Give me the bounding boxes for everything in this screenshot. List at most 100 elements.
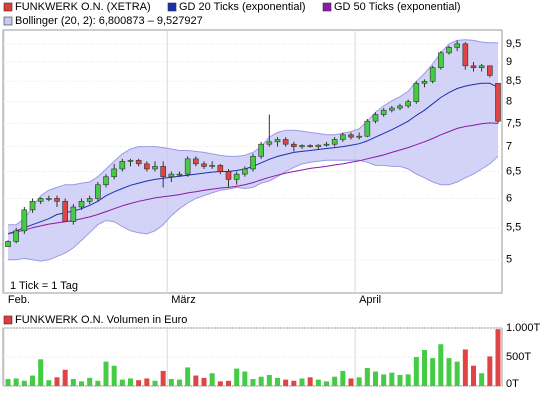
volume-bar	[177, 379, 182, 386]
volume-bar	[283, 379, 289, 386]
y-tick-label: 500T	[506, 351, 531, 363]
volume-bar	[95, 380, 101, 386]
candle-body	[168, 173, 175, 178]
candle-body	[348, 134, 354, 138]
y-tick-label: 8	[506, 96, 512, 108]
volume-bar	[152, 380, 158, 386]
candle-body	[323, 143, 330, 146]
volume-bar	[471, 365, 476, 386]
volume-bar	[462, 349, 468, 386]
candle-body	[250, 156, 256, 170]
volume-bar	[234, 368, 240, 386]
candle-body	[421, 80, 428, 84]
volume-bar	[242, 371, 248, 386]
candle-body	[266, 141, 273, 145]
candle-body	[364, 120, 371, 137]
candle-body	[274, 139, 281, 143]
volume-bar	[128, 378, 133, 386]
candle-body	[70, 206, 77, 222]
candle-body	[95, 184, 101, 199]
volume-bar	[70, 379, 76, 386]
legend-label: Bollinger (20, 2): 6,800873 – 9,527927	[15, 15, 203, 27]
candle-body	[446, 47, 452, 54]
candle-body	[478, 65, 485, 69]
candle-body	[119, 161, 126, 170]
candle-body	[282, 139, 289, 145]
volume-bar	[87, 377, 93, 386]
volume-bar	[430, 358, 436, 386]
candle-body	[62, 200, 68, 222]
volume-bar	[193, 375, 199, 386]
volume-bar	[119, 379, 125, 386]
candle-body	[193, 158, 199, 165]
volume-bar	[201, 377, 207, 386]
candle-body	[135, 160, 142, 165]
volume-bar	[168, 379, 174, 386]
candle-body	[78, 200, 85, 208]
legend-swatch	[322, 2, 332, 12]
volume-bar	[495, 329, 501, 386]
volume-bar	[209, 373, 215, 386]
candle-body	[184, 158, 191, 175]
volume-bar	[381, 374, 387, 386]
volume-bar	[389, 372, 395, 386]
x-tick-label: März	[171, 294, 195, 306]
volume-bar	[217, 381, 223, 386]
bollinger-line	[8, 156, 499, 262]
volume-bar	[21, 380, 27, 386]
candle-body	[470, 65, 477, 69]
volume-bar	[364, 368, 370, 386]
volume-bar	[405, 374, 411, 386]
volume-bar	[144, 378, 150, 386]
candle-body	[389, 107, 395, 111]
candle-body	[405, 101, 411, 107]
candle-body	[429, 67, 436, 82]
y-tick-label: 7	[506, 141, 512, 153]
volume-bar	[38, 359, 44, 386]
volume-bar	[340, 370, 346, 386]
x-tick-label: April	[359, 294, 381, 306]
volume-bar	[348, 378, 354, 386]
volume-bar	[356, 377, 362, 386]
y-tick-label: 7,5	[506, 117, 521, 129]
volume-bar	[332, 376, 338, 386]
candle-body	[201, 163, 207, 167]
volume-title: FUNKWERK O.N. Volumen in Euro	[15, 314, 187, 326]
candle-body	[413, 82, 420, 102]
volume-bar	[79, 381, 84, 386]
x-tick-label: Feb.	[8, 294, 30, 306]
candle-body	[46, 198, 52, 200]
candle-body	[144, 163, 150, 170]
candle-body	[462, 43, 469, 67]
volume-bar	[54, 377, 60, 386]
candle-body	[340, 134, 346, 140]
candle-body	[21, 209, 28, 232]
candle-body	[356, 135, 362, 138]
volume-bar	[307, 377, 313, 386]
candle-body	[315, 144, 322, 147]
bollinger-fill	[8, 39, 498, 262]
candle-body	[54, 198, 60, 202]
candle-body	[217, 165, 224, 172]
candle-body	[103, 176, 109, 186]
volume-bar	[13, 378, 19, 386]
volume-bar	[62, 369, 68, 386]
candle-body	[29, 200, 36, 211]
candle-body	[233, 173, 240, 180]
candle-body	[86, 198, 93, 202]
volume-bar	[291, 380, 297, 386]
volume-bar	[446, 358, 452, 386]
y-tick-label: 6	[506, 192, 512, 204]
candle-body	[487, 65, 493, 76]
candle-body	[225, 171, 232, 180]
candle-body	[160, 166, 166, 178]
y-tick-label: 9,5	[506, 38, 521, 50]
candle-body	[13, 230, 19, 242]
legend-swatch	[3, 315, 13, 325]
volume-bar	[487, 356, 493, 386]
volume-bar	[136, 380, 142, 386]
candle-body	[307, 145, 313, 147]
legend-label: GD 50 Ticks (exponential)	[334, 1, 461, 13]
candle-body	[454, 43, 460, 48]
volume-bar	[275, 377, 280, 386]
